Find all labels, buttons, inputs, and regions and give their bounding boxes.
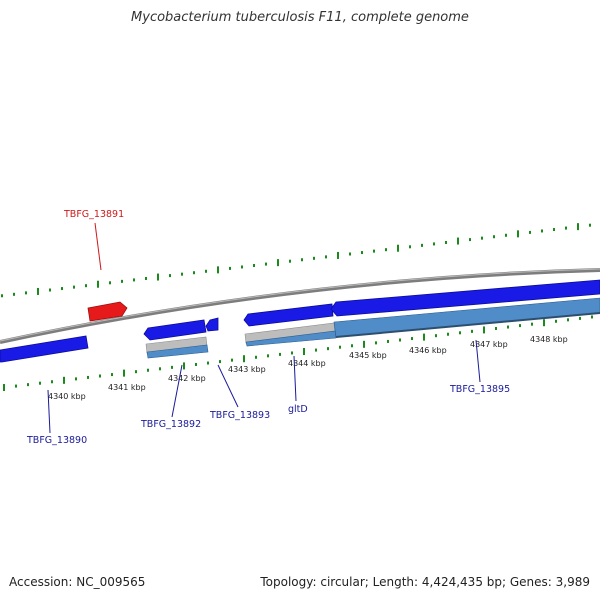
gene-feature-tbfg-13895[interactable] [330,279,600,317]
tick-label-4347: 4347 kbp [470,340,508,349]
cds-bands [145,297,600,359]
accession-text: Accession: NC_009565 [9,575,146,589]
gene-leader-gltd [293,355,297,402]
gene-feature-tbfg-13891[interactable] [87,301,128,322]
gene-leader-tbfg-13890 [47,389,51,434]
gene-leader-tbfg-13895 [475,339,481,383]
tick-label-4345: 4345 kbp [349,351,387,360]
genome-backbone-highlight [0,268,600,342]
gene-label-tbfg-13892[interactable]: TBFG_13892 [140,419,201,430]
tick-label-4348: 4348 kbp [530,335,568,344]
genome-backbone [0,268,600,344]
tick-label-4341: 4341 kbp [108,383,146,392]
gene-label-tbfg-13895[interactable]: TBFG_13895 [449,384,510,395]
gene-leader-tbfg-13891 [94,222,102,271]
tick-label-4344: 4344 kbp [288,359,326,368]
cds-blue-3 [333,297,600,338]
tick-label-4346: 4346 kbp [409,346,447,355]
gene-labels: TBFG_13890 TBFG_13891 TBFG_13892 TBFG_13893… [26,209,510,446]
gene-features [0,279,600,363]
tick-label-4343: 4343 kbp [228,365,266,374]
gene-leader-tbfg-13892 [171,364,183,418]
gene-label-gltd[interactable]: gltD [288,404,308,415]
map-title: Mycobacterium tuberculosis F11, complete… [131,10,469,25]
gene-label-tbfg-13893[interactable]: TBFG_13893 [209,410,270,421]
genome-summary-text: Topology: circular; Length: 4,424,435 bp… [260,575,590,589]
gene-feature-gltd[interactable] [243,303,334,327]
inner-tick-ring [3,315,593,392]
gene-label-tbfg-13890[interactable]: TBFG_13890 [26,435,87,446]
gene-feature-tbfg-13892[interactable] [143,319,207,341]
cds-blue-2 [245,330,337,347]
outer-tick-ring [1,223,591,298]
cds-band-edge [335,312,600,338]
tick-label-4340: 4340 kbp [48,392,86,401]
gene-feature-tbfg-13893[interactable] [205,317,219,332]
cds-blue-1 [146,344,209,359]
gene-label-tbfg-13891[interactable]: TBFG_13891 [63,209,124,220]
tick-labels: 4340 kbp 4341 kbp 4342 kbp 4343 kbp 4344 kbp… [48,335,568,401]
gene-feature-tbfg-13890[interactable] [0,335,89,363]
gene-leader-tbfg-13893 [217,364,239,408]
tick-label-4342: 4342 kbp [168,374,206,383]
